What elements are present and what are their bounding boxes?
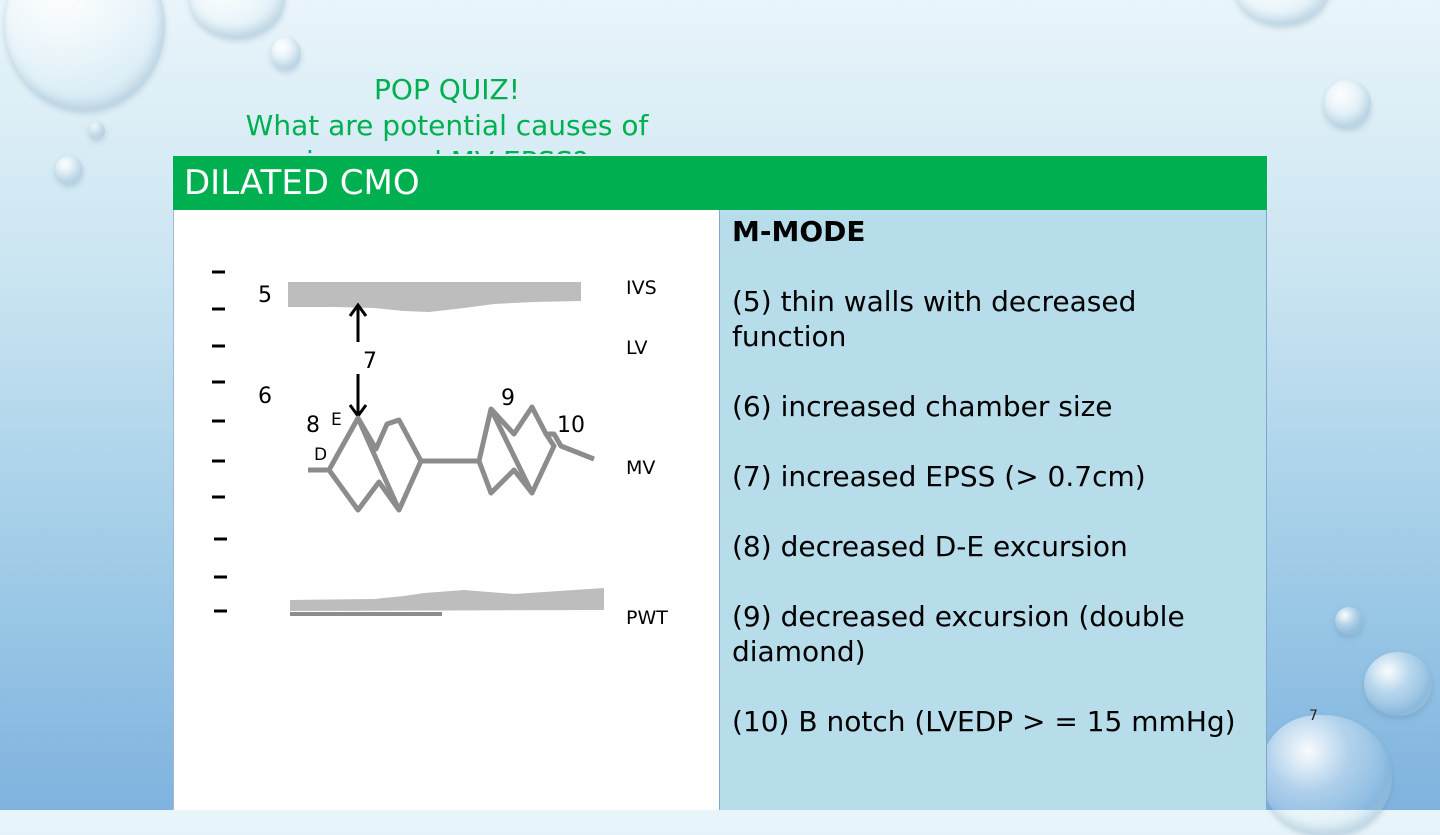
pwt-wall-trace	[290, 588, 604, 611]
label-10: 10	[557, 413, 585, 438]
mmode-item: (9) decreased excursion (double diamond)	[732, 600, 1185, 668]
label-6: 6	[258, 384, 272, 409]
water-drop-decoration	[271, 37, 301, 70]
mmode-item: (10) B notch (LVEDP > = 15 mmHg)	[732, 705, 1236, 738]
quiz-title: POP QUIZ!	[374, 73, 520, 106]
depth-scale-ticks	[212, 270, 227, 613]
mmode-diagram-cell: 5 6 7 8 E D 9 10 IVS LV MV PWT	[173, 210, 719, 810]
water-drop-decoration	[1235, 0, 1330, 25]
water-drop-decoration	[1335, 607, 1363, 635]
mmode-heading: M-MODE	[732, 215, 866, 248]
water-drop-decoration	[1364, 652, 1432, 716]
mmode-description-cell: M-MODE (5) thin walls with decreased fun…	[719, 210, 1267, 810]
water-drop-decoration	[55, 156, 83, 184]
mmode-item: (5) thin walls with decreased function	[732, 285, 1137, 353]
label-9: 9	[501, 386, 515, 411]
mmode-diagram: 5 6 7 8 E D 9 10 IVS LV MV PWT	[212, 270, 668, 629]
label-5: 5	[258, 283, 272, 308]
epss-arrows	[348, 302, 368, 419]
label-e: E	[331, 410, 342, 430]
label-pwt: PWT	[626, 607, 668, 629]
label-mv: MV	[626, 457, 655, 479]
quiz-question-line2: increased MV EPSS?	[222, 144, 672, 154]
water-drop-decoration	[190, 0, 285, 38]
water-drop-decoration	[89, 122, 105, 139]
water-drop-decoration	[5, 0, 165, 110]
mmode-item: (7) increased EPSS (> 0.7cm)	[732, 460, 1146, 493]
label-7: 7	[363, 349, 377, 374]
label-lv: LV	[626, 337, 648, 359]
water-drop-decoration	[1262, 715, 1392, 835]
water-drop-decoration	[1324, 80, 1371, 128]
table-header: DILATED CMO	[173, 156, 1267, 210]
mmode-item: (6) increased chamber size	[732, 390, 1113, 423]
label-8: 8	[306, 413, 320, 438]
mmode-item: (8) decreased D-E excursion	[732, 530, 1128, 563]
ivs-wall-trace	[288, 282, 581, 312]
pop-quiz-text: POP QUIZ! What are potential causes of i…	[222, 72, 672, 154]
content-table: DILATED CMO	[173, 156, 1267, 810]
label-ivs: IVS	[626, 277, 657, 299]
mv-leaflet-trace	[308, 404, 595, 513]
label-d: D	[314, 445, 327, 465]
slide-number: 7	[1309, 708, 1318, 724]
quiz-question-line1: What are potential causes of	[245, 109, 649, 142]
